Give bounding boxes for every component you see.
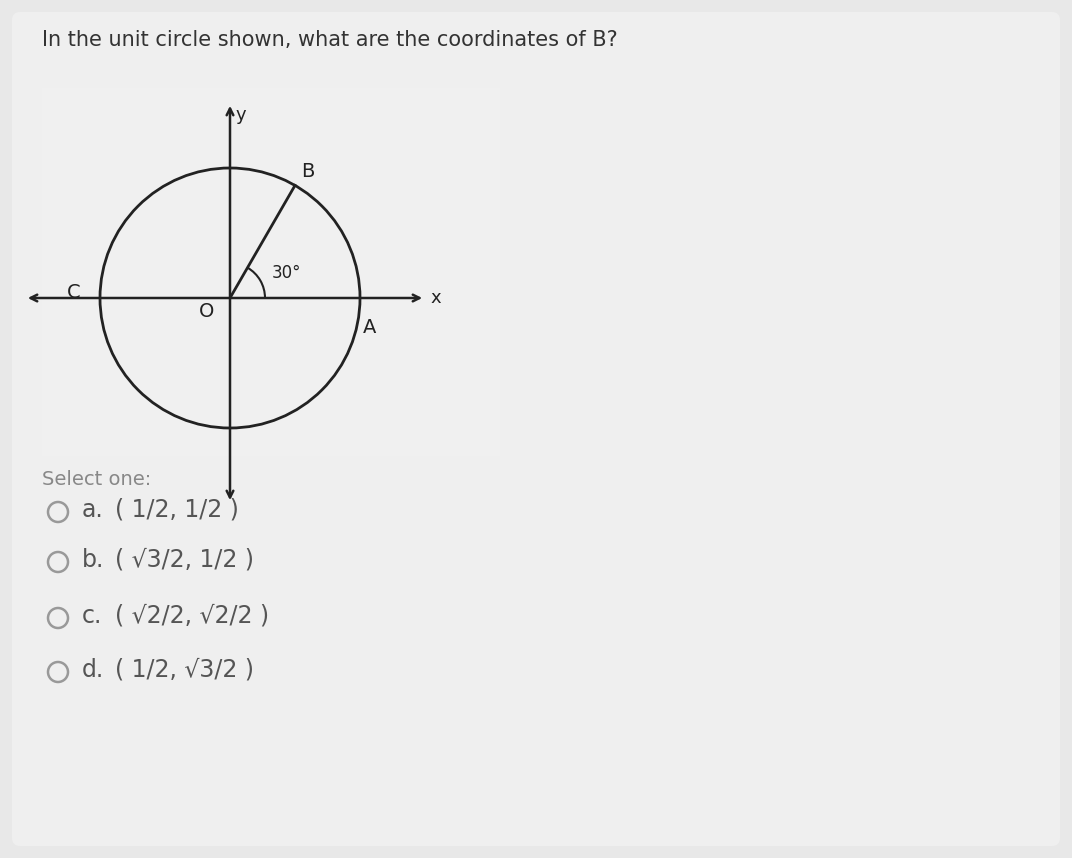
Text: C: C [66,283,80,303]
Text: c.: c. [81,604,102,628]
Text: ( 1/2, √3/2 ): ( 1/2, √3/2 ) [115,658,254,682]
Text: B: B [301,162,314,181]
Text: Select one:: Select one: [42,470,151,489]
Text: b.: b. [81,548,104,572]
Text: x: x [430,289,441,307]
Text: ( √2/2, √2/2 ): ( √2/2, √2/2 ) [115,604,269,628]
Text: 30°: 30° [272,264,301,282]
Text: d.: d. [81,658,104,682]
Bar [42,88,500,456]
Text: ( √3/2, 1/2 ): ( √3/2, 1/2 ) [115,548,254,572]
FancyBboxPatch shape [12,12,1060,846]
Text: A: A [363,318,376,337]
Text: y: y [236,106,247,124]
Text: ( 1/2, 1/2 ): ( 1/2, 1/2 ) [115,498,239,522]
Text: a.: a. [81,498,104,522]
Text: O: O [198,302,214,321]
Text: In the unit circle shown, what are the coordinates of B?: In the unit circle shown, what are the c… [42,30,617,50]
